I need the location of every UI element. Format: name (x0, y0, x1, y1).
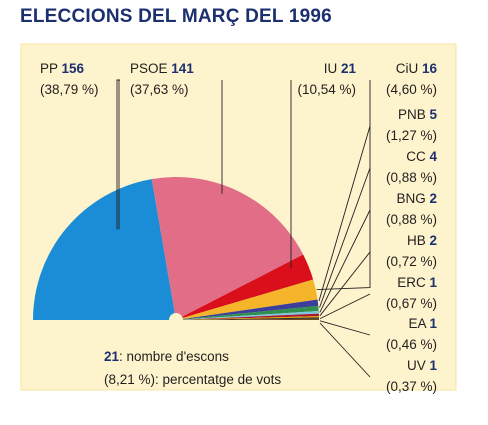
label-uv-party: UV (407, 358, 430, 373)
label-ciu-name: CiU 16 (396, 61, 438, 76)
label-ea-seats: 1 (429, 316, 437, 331)
label-iu-seats: 21 (341, 61, 357, 76)
slice-psoe (151, 176, 304, 317)
label-pnb-seats: 5 (429, 107, 437, 122)
chart-labels: PP 156(38,79 %)PSOE 141(37,63 %)IU 21(10… (40, 61, 437, 394)
label-pp-pct: (38,79 %) (40, 82, 99, 97)
slice-ea (183, 317, 319, 320)
label-hb-party: HB (407, 233, 430, 248)
label-uv-name: UV 1 (407, 358, 438, 373)
leader-uv (319, 322, 371, 378)
label-pnb-party: PNB (398, 107, 430, 122)
slice-cc (182, 305, 319, 320)
slice-pnb (182, 299, 319, 320)
label-hb-name: HB 2 (407, 233, 437, 248)
label-uv-pct: (0,37 %) (386, 379, 437, 394)
label-ciu-seats: 16 (422, 61, 438, 76)
label-pp-name: PP 156 (40, 61, 85, 76)
label-bng-name: BNG 2 (396, 191, 437, 206)
legend-number-text: : nombre d'escons (119, 349, 229, 364)
label-psoe-party: PSOE (130, 61, 171, 76)
label-erc-pct: (0,67 %) (386, 296, 437, 311)
chart-legend: 21: nombre d'escons (8,21 %): percentatg… (104, 349, 281, 387)
label-ea-pct: (0,46 %) (386, 337, 437, 352)
legend-pct: (8,21 %) (104, 372, 155, 387)
label-ea-party: EA (408, 316, 429, 331)
label-psoe-name: PSOE 141 (130, 61, 194, 76)
leader-pnb (318, 125, 371, 302)
label-ea-name: EA 1 (408, 316, 437, 331)
legend-number: 21 (104, 349, 120, 364)
label-pnb-pct: (1,27 %) (386, 128, 437, 143)
label-psoe-seats: 141 (171, 61, 194, 76)
legend-line-votes: (8,21 %): percentatge de vots (104, 372, 281, 387)
label-psoe-pct: (37,63 %) (130, 82, 189, 97)
label-cc-seats: 4 (429, 149, 437, 164)
slice-iu (182, 254, 314, 319)
label-bng-party: BNG (396, 191, 429, 206)
label-iu-name: IU 21 (324, 61, 357, 76)
label-iu-pct: (10,54 %) (297, 82, 356, 97)
slice-erc (183, 316, 319, 320)
label-erc-party: ERC (397, 275, 429, 290)
label-ciu-party: CiU (396, 61, 422, 76)
slice-hb (182, 313, 319, 320)
label-erc-name: ERC 1 (397, 275, 437, 290)
label-pp-seats: 156 (62, 61, 85, 76)
leader-ciu (316, 80, 371, 291)
label-pnb-name: PNB 5 (398, 107, 438, 122)
slice-bng (182, 311, 319, 320)
label-erc-seats: 1 (429, 275, 437, 290)
leader-cc (319, 167, 371, 308)
slice-pp (33, 179, 175, 320)
slice-uv (183, 318, 319, 320)
label-pp-party: PP (40, 61, 62, 76)
leader-hb (319, 251, 371, 317)
label-bng-pct: (0,88 %) (386, 212, 437, 227)
label-hb-pct: (0,72 %) (386, 254, 437, 269)
label-cc-name: CC 4 (406, 149, 437, 164)
label-ciu-pct: (4,60 %) (386, 82, 437, 97)
label-bng-seats: 2 (429, 191, 437, 206)
label-uv-seats: 1 (429, 358, 437, 373)
label-cc-party: CC (406, 149, 429, 164)
label-cc-pct: (0,88 %) (386, 170, 437, 185)
leader-bng (319, 209, 371, 313)
label-hb-seats: 2 (429, 233, 437, 248)
label-iu-party: IU (324, 61, 341, 76)
chart-title: ELECCIONS DEL MARÇ DEL 1996 (20, 6, 332, 27)
leader-ea (319, 320, 371, 336)
chart-leaders (116, 79, 371, 378)
chart-slices (33, 176, 319, 320)
legend-pct-text: : percentatge de vots (155, 372, 281, 387)
legend-line-seats: 21: nombre d'escons (104, 349, 229, 364)
slice-ciu (182, 279, 318, 319)
leader-erc (319, 293, 371, 320)
